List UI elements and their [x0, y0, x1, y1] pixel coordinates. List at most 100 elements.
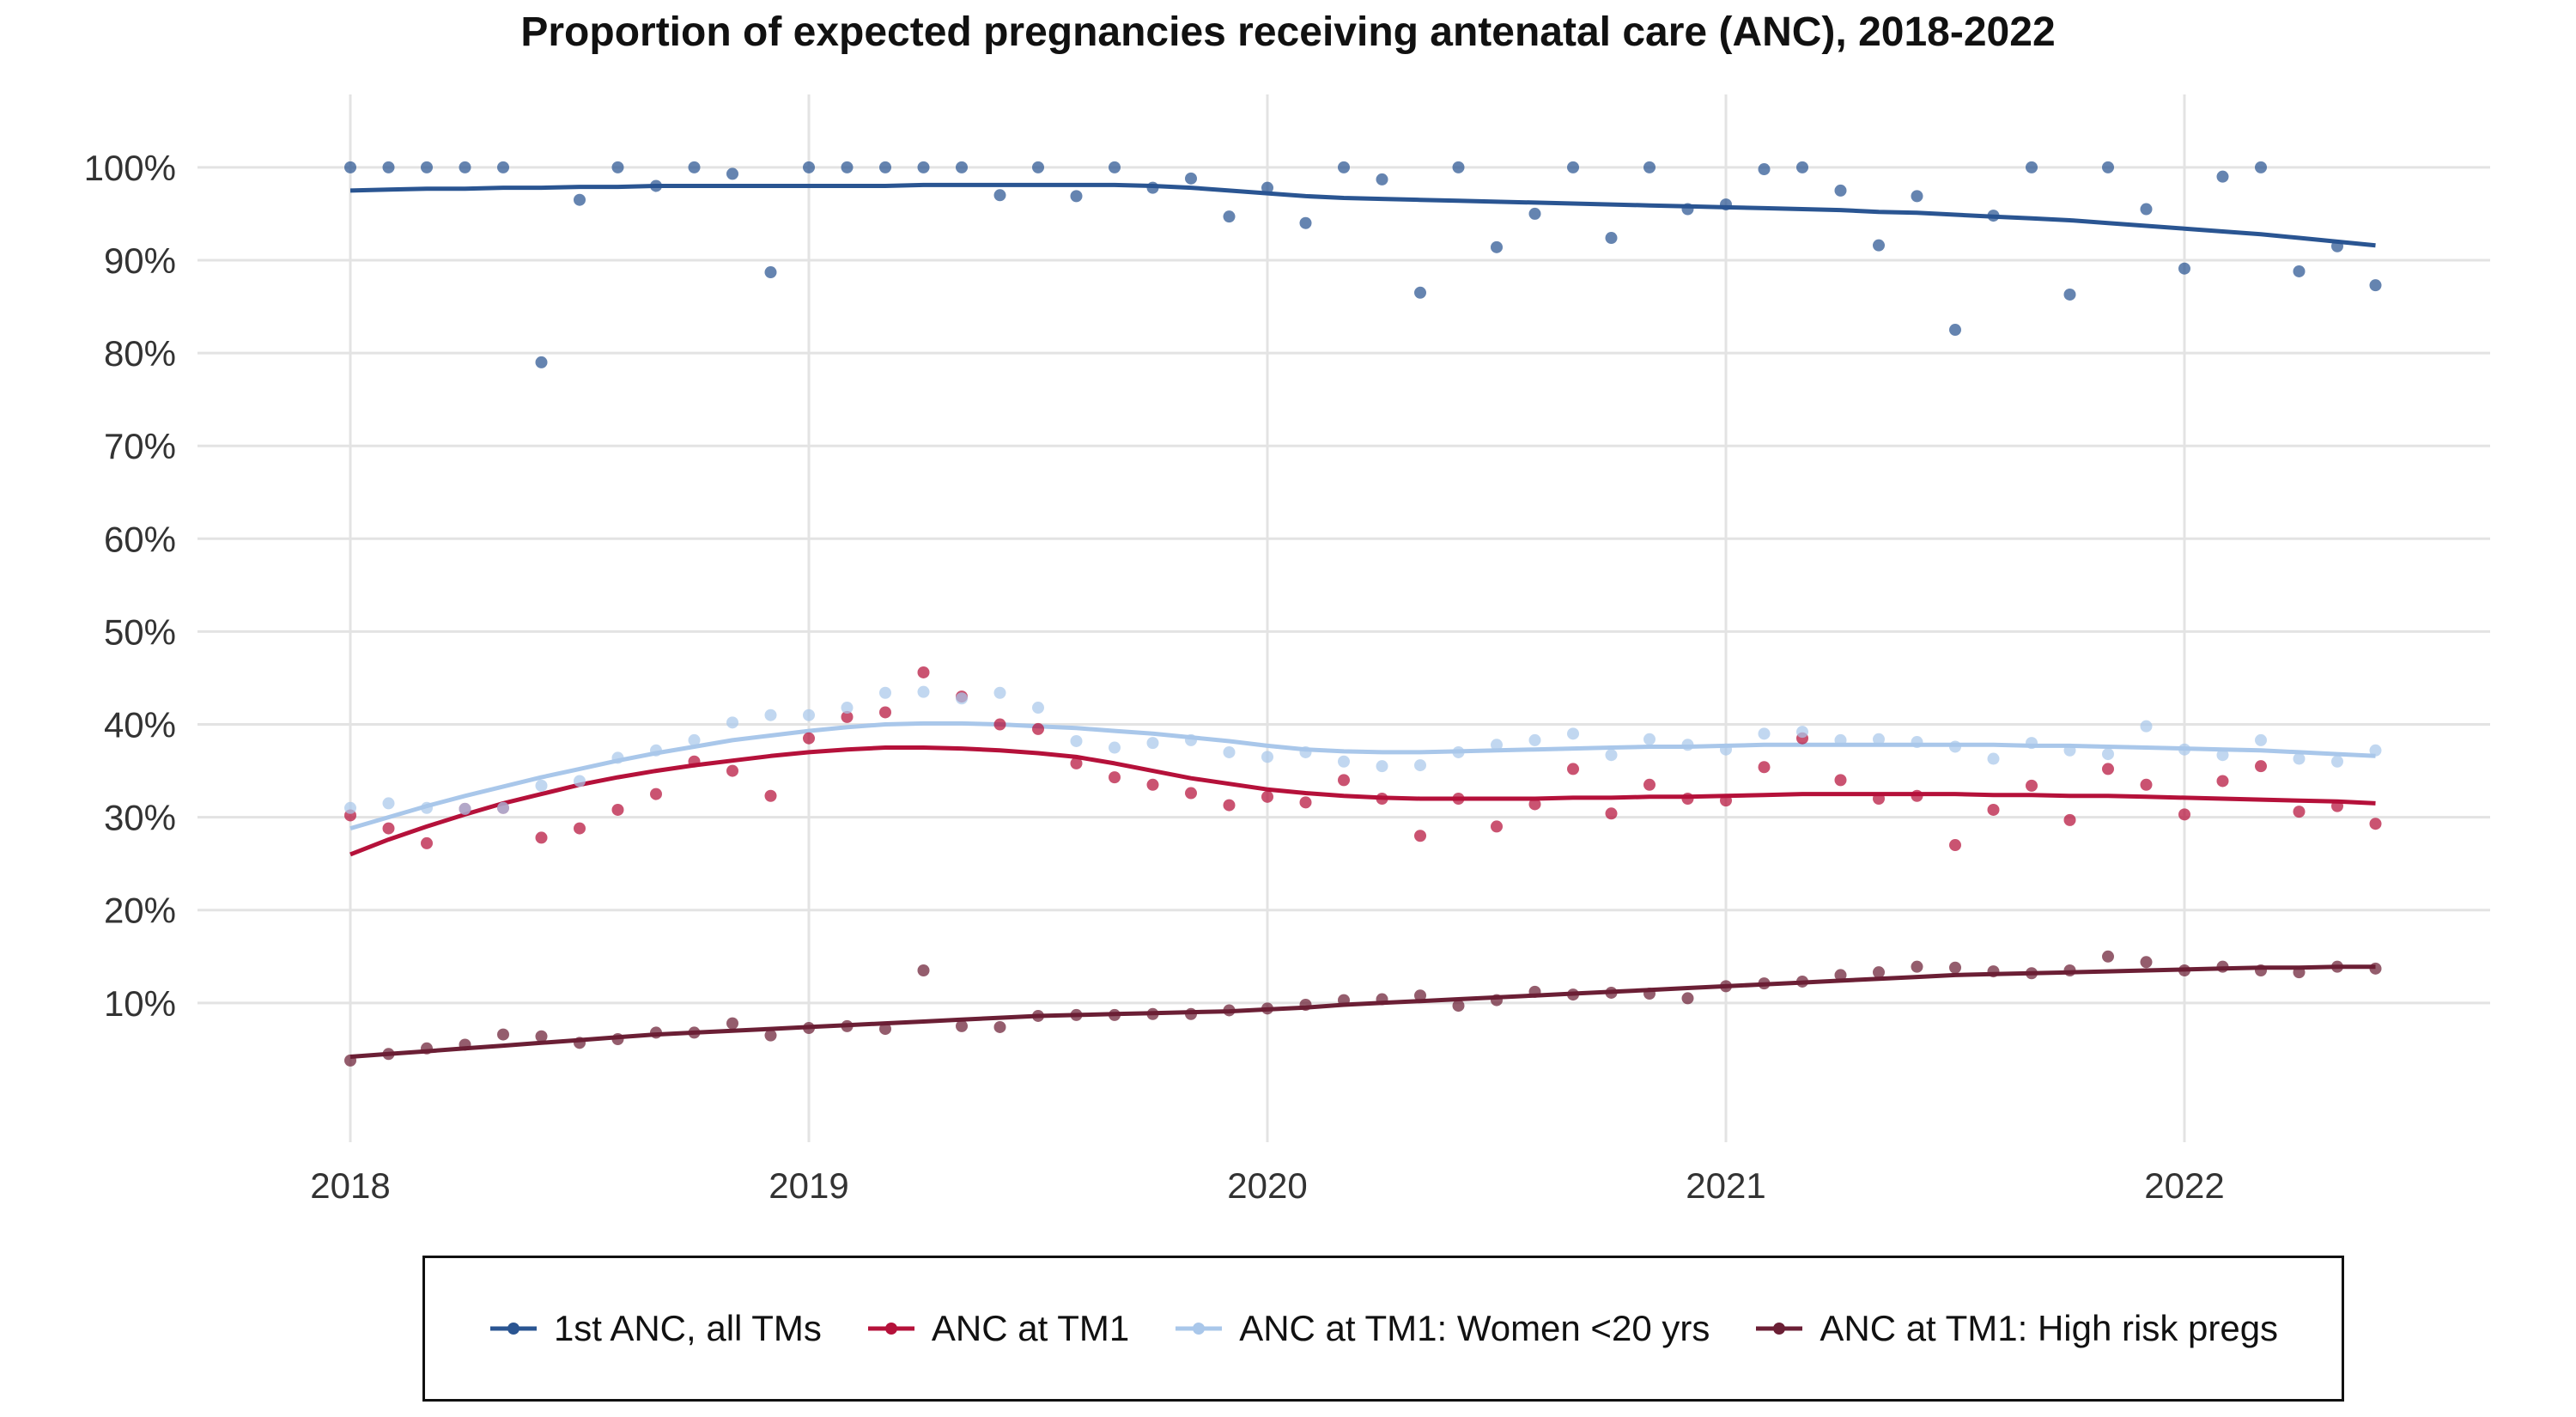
data-point	[1185, 1007, 1197, 1020]
data-point	[2293, 265, 2306, 277]
data-point	[956, 1019, 968, 1032]
data-point	[459, 161, 471, 173]
data-point	[344, 1054, 356, 1067]
legend-key	[1756, 1323, 1803, 1335]
data-point	[1567, 988, 1579, 1001]
data-point	[1987, 965, 2000, 978]
data-point	[1834, 774, 1847, 787]
data-point	[1720, 794, 1732, 807]
data-point	[1338, 774, 1350, 787]
data-point	[1987, 803, 2000, 816]
data-point	[2140, 203, 2153, 216]
trend-lines	[349, 182, 2376, 1059]
data-point	[1414, 830, 1426, 842]
y-tick-label: 20%	[104, 891, 176, 931]
data-point	[993, 189, 1006, 202]
x-tick-label: 2022	[2144, 1165, 2224, 1206]
data-point	[1452, 161, 1465, 173]
data-point	[1032, 722, 1044, 735]
data-point	[1146, 737, 1159, 750]
legend-item: ANC at TM1: Women <20 yrs	[1174, 1308, 1710, 1349]
data-point	[803, 708, 815, 721]
data-point	[535, 779, 548, 792]
data-point	[1643, 733, 1656, 745]
data-point	[1261, 790, 1273, 803]
data-point	[1758, 761, 1771, 774]
data-point	[1452, 745, 1465, 758]
data-point	[2102, 763, 2114, 775]
data-point	[382, 1048, 395, 1061]
data-point	[1032, 702, 1044, 715]
data-point	[1643, 161, 1656, 173]
data-point	[1223, 745, 1236, 758]
data-point	[1491, 994, 1503, 1006]
data-point	[879, 686, 891, 699]
data-point	[2369, 818, 2382, 830]
data-point	[688, 755, 701, 768]
y-tick-label: 50%	[104, 611, 176, 652]
data-point	[2216, 960, 2229, 973]
data-point	[1911, 789, 1923, 802]
trend-line-2	[349, 721, 2376, 830]
y-tick-label: 80%	[104, 333, 176, 374]
trend-line-0	[349, 182, 2376, 248]
data-point	[497, 801, 509, 814]
data-point	[1032, 1009, 1044, 1022]
data-point	[1070, 1008, 1083, 1021]
data-point	[1796, 726, 1808, 739]
legend-item: ANC at TM1	[866, 1308, 1129, 1349]
data-point	[726, 764, 738, 777]
data-point	[1032, 161, 1044, 173]
y-tick-label: 90%	[104, 240, 176, 281]
data-point	[1528, 207, 1541, 220]
data-point	[917, 161, 930, 173]
data-point	[1949, 324, 1961, 337]
data-point	[421, 801, 433, 814]
data-point	[1261, 751, 1273, 763]
data-point	[879, 706, 891, 719]
data-point	[421, 161, 433, 173]
data-point	[1414, 759, 1426, 772]
data-point	[764, 1029, 777, 1042]
data-point	[2255, 161, 2267, 173]
data-point	[993, 718, 1006, 731]
data-point	[1491, 240, 1503, 253]
data-point	[1567, 763, 1579, 775]
data-point	[2178, 808, 2190, 821]
data-point	[574, 193, 586, 206]
x-tick-label: 2019	[769, 1165, 848, 1206]
data-point	[1758, 163, 1771, 176]
data-point	[1109, 741, 1121, 754]
data-point	[1528, 798, 1541, 811]
data-point	[1720, 198, 1732, 211]
axis-labels: 10% 20% 30% 40% 50% 60% 70% 80% 90% 100% 2018 2019 2…	[84, 148, 2225, 1206]
data-point	[1758, 977, 1771, 990]
data-point	[1452, 1000, 1465, 1013]
data-point	[956, 692, 968, 705]
data-point	[611, 751, 624, 764]
data-points	[344, 161, 2382, 1067]
y-tick-label: 30%	[104, 798, 176, 838]
data-point	[993, 1020, 1006, 1033]
data-point	[650, 744, 662, 757]
data-point	[1873, 733, 1885, 745]
data-point	[841, 1019, 854, 1032]
data-point	[1911, 960, 1923, 973]
legend-key	[489, 1323, 537, 1335]
data-point	[1681, 992, 1694, 1005]
data-point	[1185, 172, 1197, 185]
data-point	[1949, 839, 1961, 852]
data-point	[1681, 739, 1694, 751]
data-point	[1261, 181, 1273, 194]
data-point	[2178, 262, 2190, 275]
data-point	[2369, 279, 2382, 292]
data-point	[650, 788, 662, 800]
data-point	[1376, 793, 1388, 805]
data-point	[764, 266, 777, 279]
data-point	[650, 1026, 662, 1039]
data-point	[1873, 793, 1885, 805]
data-point	[1528, 985, 1541, 998]
data-point	[1873, 239, 1885, 252]
data-point	[803, 161, 815, 173]
